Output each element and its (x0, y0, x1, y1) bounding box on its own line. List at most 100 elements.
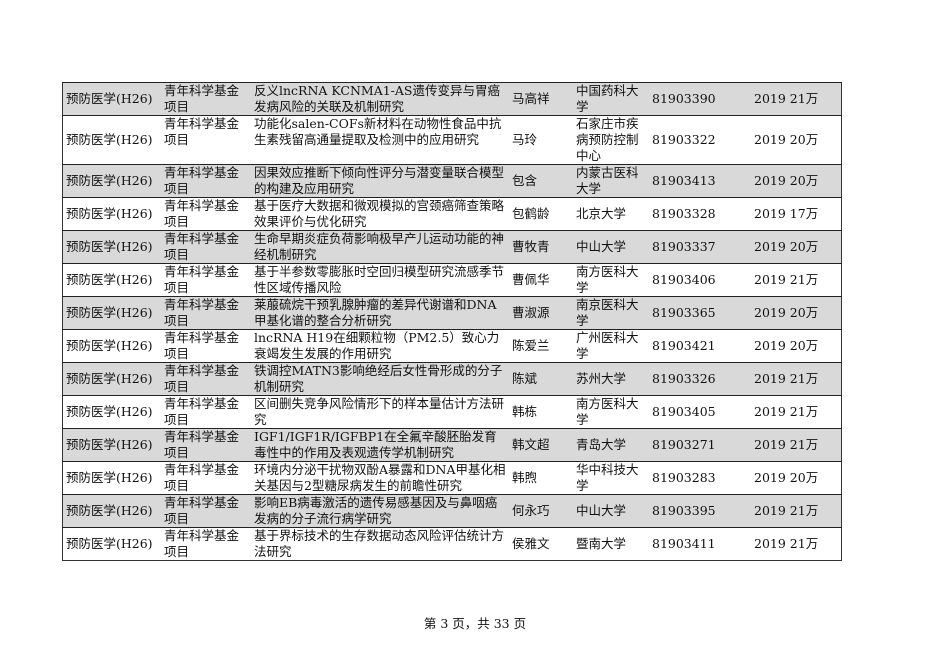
institution-cell: 青岛大学 (573, 428, 646, 462)
discipline-cell: 预防医学(H26) (62, 115, 161, 165)
project-type-cell: 青年科学基金项目 (161, 230, 251, 264)
project-title-cell: 莱菔硫烷干预乳腺肿瘤的差异代谢谱和DNA甲基化谱的整合分析研究 (251, 296, 509, 330)
leader-cell: 何永巧 (509, 494, 573, 528)
year-amount-cell: 2019 20万 (748, 230, 842, 264)
table-row: 预防医学(H26) 青年科学基金项目 因果效应推断下倾向性评分与潜变量联合模型的构建… (62, 164, 842, 198)
leader-cell: 韩煦 (509, 461, 573, 495)
institution-cell: 华中科技大学 (573, 461, 646, 495)
leader-cell: 韩文超 (509, 428, 573, 462)
project-type-cell: 青年科学基金项目 (161, 197, 251, 231)
leader-cell: 曹淑源 (509, 296, 573, 330)
discipline-cell: 预防医学(H26) (62, 461, 161, 495)
table-row: 预防医学(H26) 青年科学基金项目 生命早期炎症负荷影响极早产儿运动功能的神经机制… (62, 230, 842, 264)
institution-cell: 南方医科大学 (573, 263, 646, 297)
table-row: 预防医学(H26) 青年科学基金项目 IGF1/IGF1R/IGFBP1在全氟辛酸胚… (62, 428, 842, 462)
table-row: 预防医学(H26) 青年科学基金项目 基于半参数零膨胀时空回归模型研究流感季节性区域… (62, 263, 842, 297)
project-type-cell: 青年科学基金项目 (161, 263, 251, 297)
table-row: 预防医学(H26) 青年科学基金项目 lncRNA H19在细颗粒物（PM2.5）致… (62, 329, 842, 363)
leader-cell: 陈斌 (509, 362, 573, 396)
leader-cell: 韩栋 (509, 395, 573, 429)
discipline-cell: 预防医学(H26) (62, 263, 161, 297)
institution-cell: 内蒙古医科大学 (573, 164, 646, 198)
discipline-cell: 预防医学(H26) (62, 329, 161, 363)
grant-number-cell: 81903365 (646, 296, 748, 330)
project-type-cell: 青年科学基金项目 (161, 428, 251, 462)
project-type-cell: 青年科学基金项目 (161, 461, 251, 495)
table-row: 预防医学(H26) 青年科学基金项目 反义lncRNA KCNMA1-AS遗传变异与… (62, 82, 842, 116)
table-row: 预防医学(H26) 青年科学基金项目 莱菔硫烷干预乳腺肿瘤的差异代谢谱和DNA甲基化… (62, 296, 842, 330)
project-title-cell: lncRNA H19在细颗粒物（PM2.5）致心力衰竭发生发展的作用研究 (251, 329, 509, 363)
year-amount-cell: 2019 21万 (748, 263, 842, 297)
year-amount-cell: 2019 20万 (748, 329, 842, 363)
grant-table: 预防医学(H26) 青年科学基金项目 反义lncRNA KCNMA1-AS遗传变异与… (62, 82, 842, 561)
grant-number-cell: 81903328 (646, 197, 748, 231)
grant-number-cell: 81903406 (646, 263, 748, 297)
table-row: 预防医学(H26) 青年科学基金项目 区间删失竞争风险情形下的样本量估计方法研究 韩栋… (62, 395, 842, 429)
discipline-cell: 预防医学(H26) (62, 164, 161, 198)
project-type-cell: 青年科学基金项目 (161, 82, 251, 116)
project-title-cell: 基于半参数零膨胀时空回归模型研究流感季节性区域传播风险 (251, 263, 509, 297)
discipline-cell: 预防医学(H26) (62, 82, 161, 116)
discipline-cell: 预防医学(H26) (62, 362, 161, 396)
discipline-cell: 预防医学(H26) (62, 428, 161, 462)
grant-number-cell: 81903337 (646, 230, 748, 264)
grant-number-cell: 81903283 (646, 461, 748, 495)
institution-cell: 中山大学 (573, 494, 646, 528)
year-amount-cell: 2019 20万 (748, 296, 842, 330)
table-row: 预防医学(H26) 青年科学基金项目 基于医疗大数据和微观模拟的宫颈癌筛查策略效果评… (62, 197, 842, 231)
year-amount-cell: 2019 21万 (748, 362, 842, 396)
project-type-cell: 青年科学基金项目 (161, 494, 251, 528)
grant-number-cell: 81903271 (646, 428, 748, 462)
institution-cell: 广州医科大学 (573, 329, 646, 363)
grant-number-cell: 81903326 (646, 362, 748, 396)
project-title-cell: 影响EB病毒激活的遗传易感基因及与鼻咽癌发病的分子流行病学研究 (251, 494, 509, 528)
project-type-cell: 青年科学基金项目 (161, 115, 251, 165)
institution-cell: 石家庄市疾病预防控制中心 (573, 115, 646, 165)
year-amount-cell: 2019 21万 (748, 395, 842, 429)
project-title-cell: 功能化salen-COFs新材料在动物性食品中抗生素残留高通量提取及检测中的应用… (251, 115, 509, 165)
project-title-cell: IGF1/IGF1R/IGFBP1在全氟辛酸胚胎发育毒性中的作用及表观遗传学机制… (251, 428, 509, 462)
grant-number-cell: 81903413 (646, 164, 748, 198)
table-row: 预防医学(H26) 青年科学基金项目 铁调控MATN3影响绝经后女性骨形成的分子机制… (62, 362, 842, 396)
year-amount-cell: 2019 21万 (748, 82, 842, 116)
table-row: 预防医学(H26) 青年科学基金项目 影响EB病毒激活的遗传易感基因及与鼻咽癌发病的… (62, 494, 842, 528)
project-type-cell: 青年科学基金项目 (161, 164, 251, 198)
grant-number-cell: 81903421 (646, 329, 748, 363)
project-title-cell: 基于界标技术的生存数据动态风险评估统计方法研究 (251, 527, 509, 561)
project-title-cell: 反义lncRNA KCNMA1-AS遗传变异与胃癌发病风险的关联及机制研究 (251, 82, 509, 116)
year-amount-cell: 2019 21万 (748, 494, 842, 528)
grant-number-cell: 81903395 (646, 494, 748, 528)
project-type-cell: 青年科学基金项目 (161, 527, 251, 561)
institution-cell: 中山大学 (573, 230, 646, 264)
project-title-cell: 因果效应推断下倾向性评分与潜变量联合模型的构建及应用研究 (251, 164, 509, 198)
leader-cell: 陈爱兰 (509, 329, 573, 363)
project-type-cell: 青年科学基金项目 (161, 296, 251, 330)
year-amount-cell: 2019 21万 (748, 527, 842, 561)
leader-cell: 曹牧青 (509, 230, 573, 264)
table-row: 预防医学(H26) 青年科学基金项目 功能化salen-COFs新材料在动物性食品中… (62, 115, 842, 165)
discipline-cell: 预防医学(H26) (62, 494, 161, 528)
table-row: 预防医学(H26) 青年科学基金项目 基于界标技术的生存数据动态风险评估统计方法研究… (62, 527, 842, 561)
leader-cell: 马玲 (509, 115, 573, 165)
discipline-cell: 预防医学(H26) (62, 197, 161, 231)
discipline-cell: 预防医学(H26) (62, 230, 161, 264)
grant-number-cell: 81903411 (646, 527, 748, 561)
project-type-cell: 青年科学基金项目 (161, 395, 251, 429)
project-title-cell: 基于医疗大数据和微观模拟的宫颈癌筛查策略效果评价与优化研究 (251, 197, 509, 231)
institution-cell: 苏州大学 (573, 362, 646, 396)
project-type-cell: 青年科学基金项目 (161, 362, 251, 396)
institution-cell: 南方医科大学 (573, 395, 646, 429)
grant-number-cell: 81903405 (646, 395, 748, 429)
grant-number-cell: 81903322 (646, 115, 748, 165)
discipline-cell: 预防医学(H26) (62, 296, 161, 330)
year-amount-cell: 2019 20万 (748, 164, 842, 198)
leader-cell: 侯雅文 (509, 527, 573, 561)
discipline-cell: 预防医学(H26) (62, 395, 161, 429)
leader-cell: 包鹤龄 (509, 197, 573, 231)
leader-cell: 包含 (509, 164, 573, 198)
project-type-cell: 青年科学基金项目 (161, 329, 251, 363)
discipline-cell: 预防医学(H26) (62, 527, 161, 561)
project-title-cell: 环境内分泌干扰物双酚A暴露和DNA甲基化相关基因与2型糖尿病发生的前瞻性研究 (251, 461, 509, 495)
leader-cell: 曹佩华 (509, 263, 573, 297)
project-title-cell: 铁调控MATN3影响绝经后女性骨形成的分子机制研究 (251, 362, 509, 396)
